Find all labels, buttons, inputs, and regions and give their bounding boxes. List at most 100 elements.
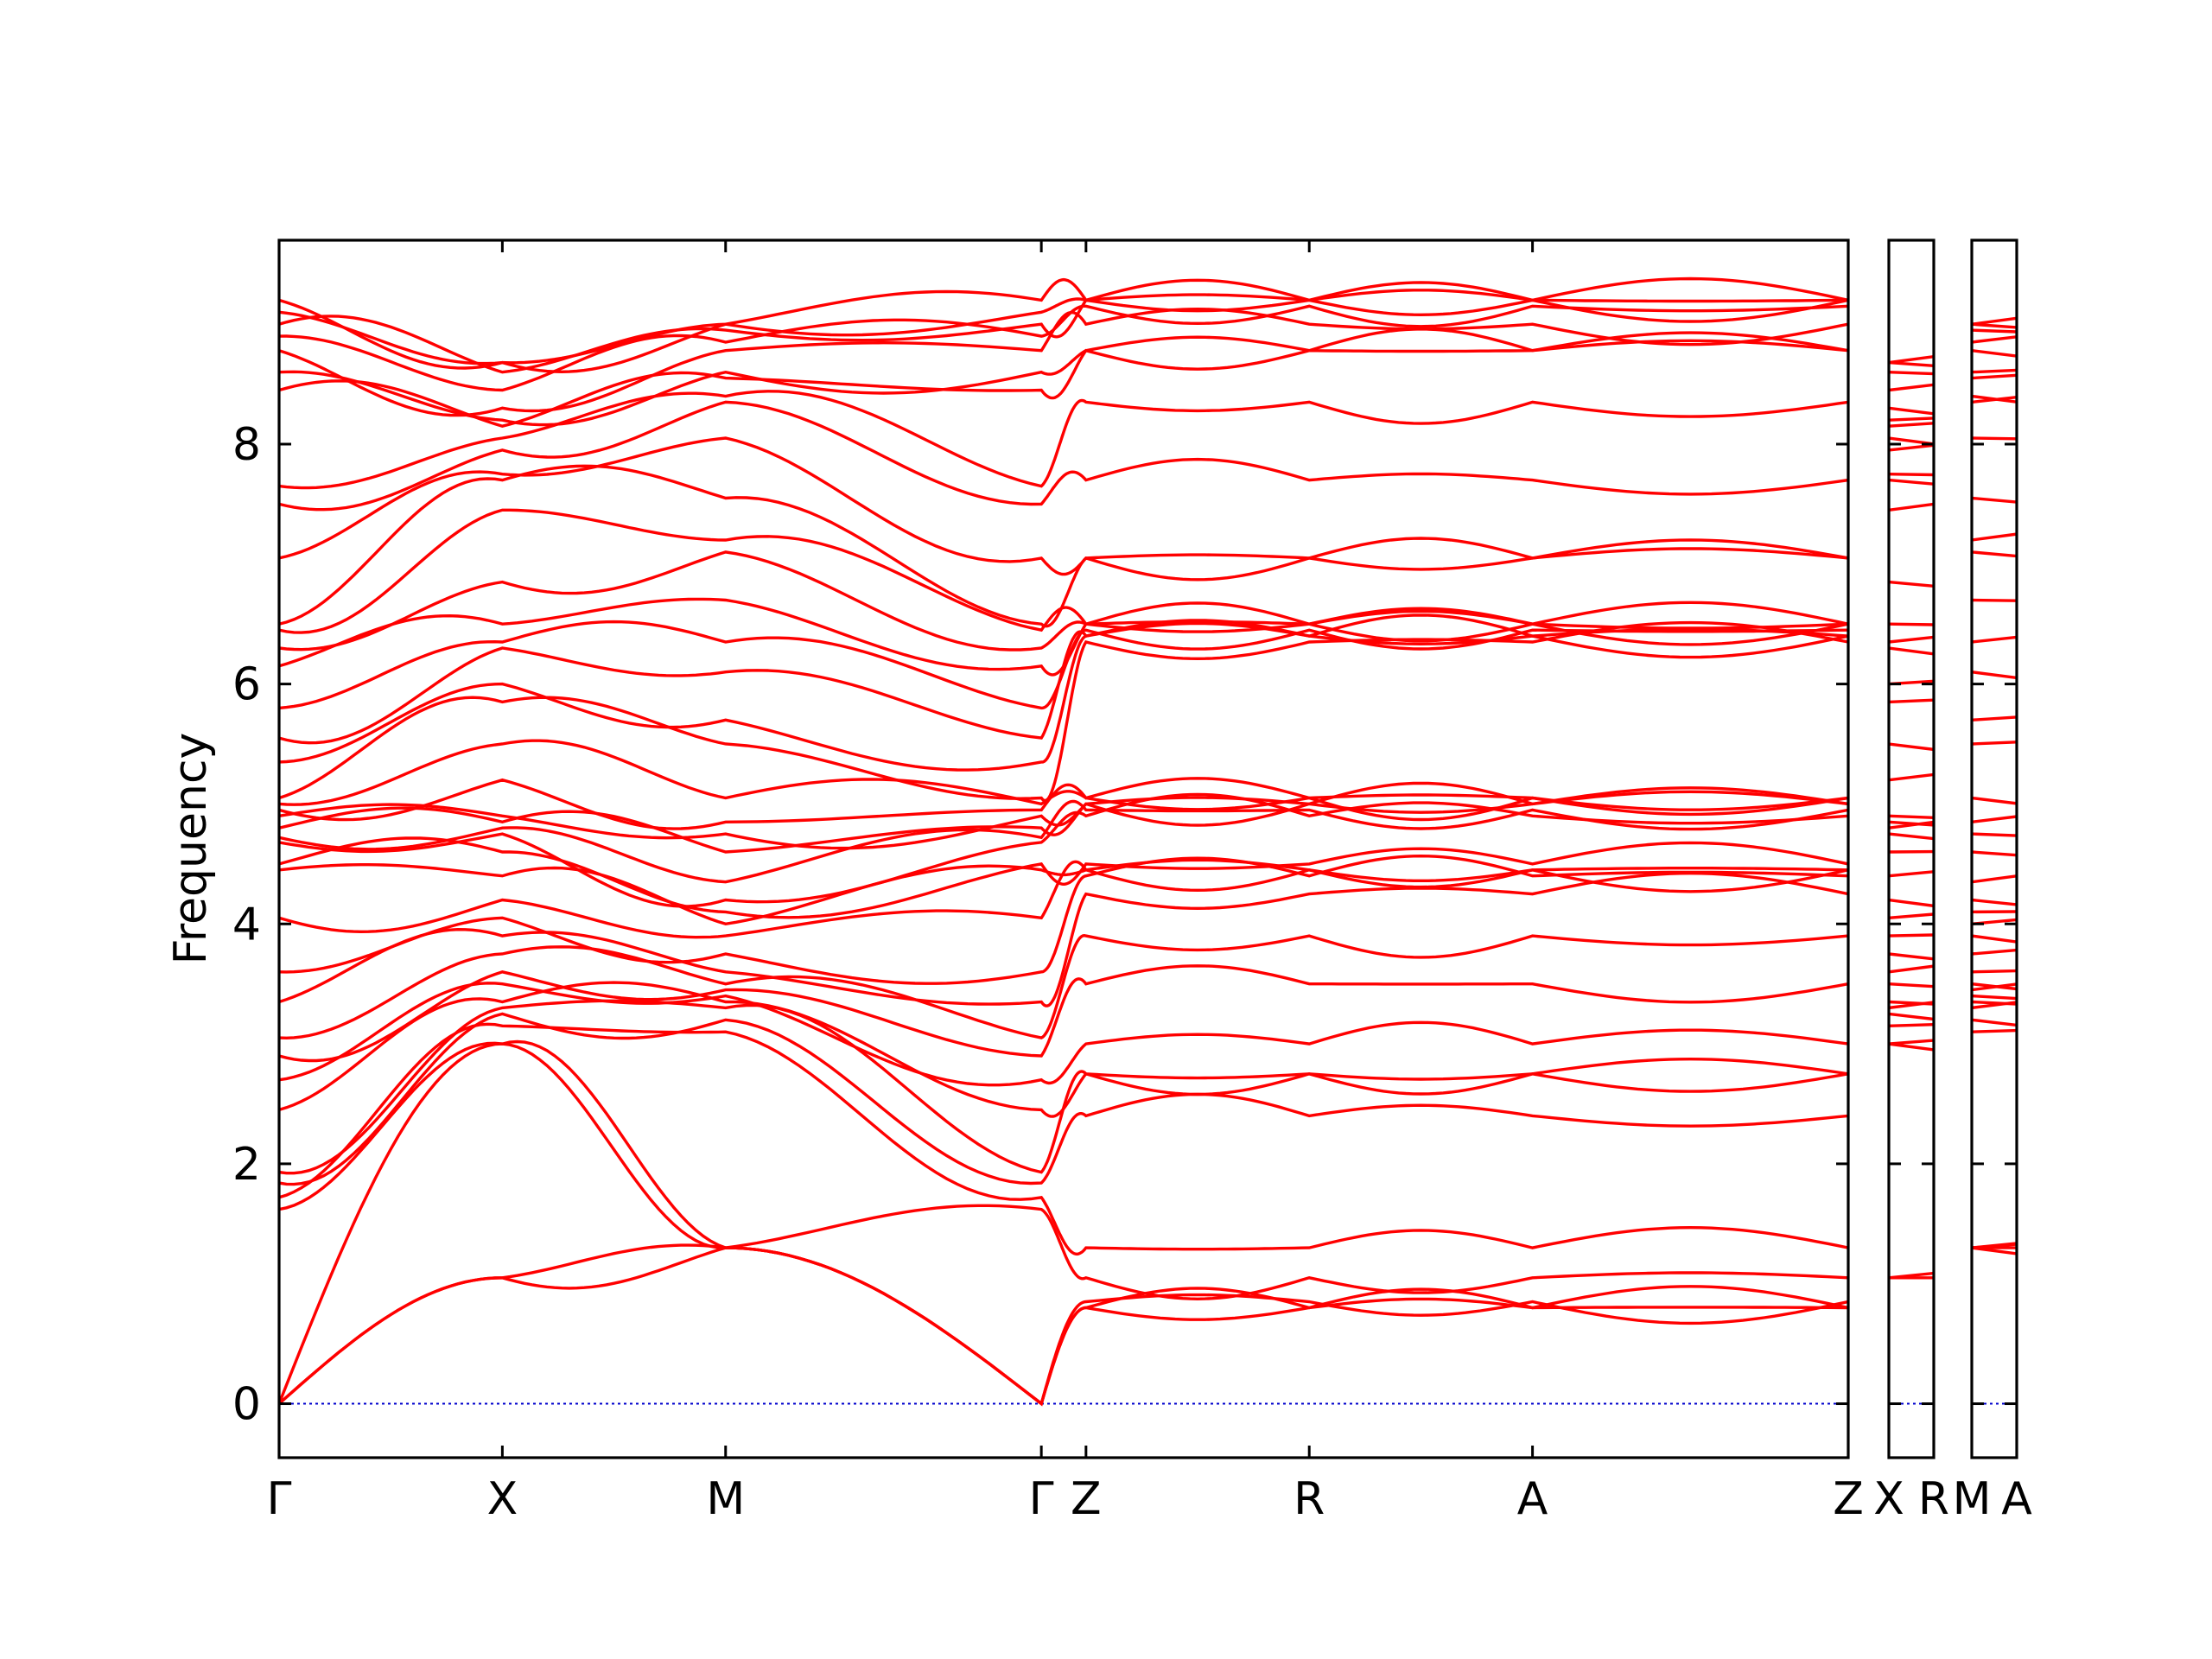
band-line [1889,622,1934,626]
band-line [1889,371,1934,376]
band-line [1889,814,1934,819]
band-line [279,276,1848,374]
band-line [1972,994,2017,1001]
band-line [279,621,1848,745]
band-line [279,1243,1848,1407]
band-line [279,854,1848,985]
band-line [279,799,1848,884]
y-tick-label: 4 [232,899,261,950]
band-line [1889,1042,1934,1052]
band-line [1889,870,1934,878]
band-line [279,777,1848,830]
band-line [1889,964,1934,974]
x-tick-label: Γ [267,1473,292,1525]
x-tick-label: Z [1833,1473,1864,1525]
band-line [1889,416,1934,422]
x-tick-label: M [1953,1473,1992,1525]
band-line [1972,436,2017,441]
band-line [1889,355,1934,365]
band-line [279,464,1848,628]
band-line [279,613,1848,772]
band-line [1972,349,2017,358]
y-tick-label: 0 [232,1379,261,1431]
band-line [279,508,1848,646]
band-line [1889,635,1934,644]
band-line [1889,502,1934,512]
x-tick-label: A [2001,1473,2032,1525]
band-line [279,277,1848,370]
y-tick-label: 2 [232,1139,261,1191]
band-line [1972,335,2017,344]
band-line [279,836,1848,919]
band-line [1889,406,1934,416]
band-line [1972,373,2017,380]
band-line [1889,1000,1934,1006]
band-line [1972,635,2017,644]
band-line [279,307,1848,417]
band-line [279,550,1848,652]
band-line [1972,1028,2017,1033]
band-line [279,858,1848,939]
band-lines-m-a-panel [1972,316,2017,1405]
band-line [1889,820,1934,827]
band-line [1972,898,2017,906]
band-line [1889,422,1934,428]
band-line [1972,796,2017,805]
band-line [279,1022,1848,1256]
band-line [279,278,1848,374]
panel-frame [277,238,1850,1459]
band-line [279,863,1848,926]
band-line [1972,368,2017,374]
y-tick-label: 6 [232,659,261,711]
band-line [1889,473,1934,477]
band-line [1972,715,2017,721]
panel-frames [277,238,2018,1459]
band-line [1889,1271,1934,1280]
band-line [279,327,1848,427]
x-tick-label: X [487,1473,518,1525]
band-line [1972,550,2017,558]
x-tick-label: Z [1071,1473,1102,1525]
x-tick-label: X [1873,1473,1904,1525]
band-line [1972,850,2017,857]
band-line [1972,316,2017,326]
y-axis-title: Frequency [165,733,217,965]
band-line [279,871,1848,1007]
band-line [1972,1000,2017,1006]
band-line [1889,360,1934,367]
band-line [1889,443,1934,452]
band-line [1972,741,2017,746]
band-line [1889,1023,1934,1027]
band-line [279,400,1848,512]
axis-ticks [277,240,2018,1458]
band-line [1889,772,1934,782]
band-line [1972,948,2017,956]
band-line [1889,742,1934,752]
x-tick-label: M [706,1473,745,1525]
band-line [279,1039,1848,1301]
band-line [1889,646,1934,656]
band-line [279,964,1848,1063]
band-line [279,982,1848,1087]
band-line [1889,1039,1934,1046]
band-line [1972,394,2017,404]
band-line [279,1042,1848,1407]
band-line [1972,832,2017,837]
band-line [279,390,1848,490]
band-line [279,792,1848,908]
band-line [1972,532,2017,542]
band-line [1972,1246,2017,1255]
band-line [1972,874,2017,884]
band-line [1972,322,2017,329]
band-line [1889,698,1934,704]
band-lines-x-r-panel [1889,355,1934,1405]
band-line [1972,1018,2017,1027]
band-line [1972,671,2017,680]
band-line [279,620,1848,710]
x-tick-label: R [1918,1473,1949,1525]
x-tick-label: A [1517,1473,1548,1525]
panel-frame [1887,238,1936,1459]
band-line [279,436,1848,576]
band-line [279,1012,1848,1186]
